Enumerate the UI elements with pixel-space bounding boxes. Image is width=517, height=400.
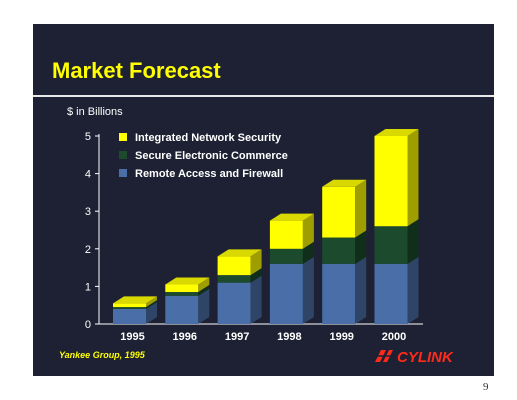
y-tick-label: 3: [85, 206, 91, 218]
bar-remote-access-and-firewall-1997: [217, 282, 251, 324]
legend-label: Remote Access and Firewall: [135, 168, 283, 180]
bar-side-secure-electronic-commerce-1995: [146, 300, 157, 309]
bar-integrated-network-security-2000: [374, 136, 408, 227]
bar-side-remote-access-and-firewall-2000: [407, 256, 419, 324]
bar-side-secure-electronic-commerce-1996: [198, 285, 210, 296]
x-tick-label: 1995: [120, 331, 144, 343]
bar-integrated-network-security-1997: [217, 256, 251, 276]
bar-secure-electronic-commerce-2000: [374, 226, 408, 264]
bar-side-secure-electronic-commerce-1998: [302, 241, 314, 264]
bar-integrated-network-security-1995: [113, 303, 146, 308]
bar-remote-access-and-firewall-2000: [374, 263, 408, 324]
bar-side-integrated-network-security-1996: [198, 277, 210, 293]
cylink-logo-text: CYLINK: [397, 349, 454, 366]
bar-integrated-network-security-1996: [165, 284, 199, 293]
bar-secure-electronic-commerce-1999: [322, 237, 356, 264]
y-tick-label: 2: [85, 244, 91, 256]
legend-label: Integrated Network Security: [135, 132, 282, 144]
bar-side-remote-access-and-firewall-1998: [302, 256, 314, 324]
legend-label: Secure Electronic Commerce: [135, 150, 288, 162]
x-tick-label: 1996: [173, 331, 197, 343]
legend-swatch: [119, 151, 127, 159]
legend-swatch: [119, 133, 127, 141]
y-axis-units-label: $ in Billions: [67, 106, 123, 118]
bar-side-remote-access-and-firewall-1995: [146, 301, 157, 324]
stacked-bar-chart: 0 1 2 3 4 5 1995 1996 1997 1998 1999 2000 Integrated…: [85, 129, 423, 343]
source-note: Yankee Group, 1995: [59, 350, 145, 360]
slide-title: Market Forecast: [52, 58, 221, 83]
x-tick-label: 1998: [277, 331, 301, 343]
bar-side-remote-access-and-firewall-1997: [250, 275, 262, 324]
bar-side-secure-electronic-commerce-2000: [407, 219, 419, 264]
bar-side-integrated-network-security-1995: [146, 296, 157, 308]
bar-top-1996: [165, 277, 210, 285]
bar-top-1995: [113, 296, 157, 304]
bar-side-secure-electronic-commerce-1999: [355, 230, 367, 264]
bar-top-1999: [322, 179, 367, 187]
cylink-logo: CYLINK: [374, 349, 454, 366]
cylink-logo-mark: [374, 350, 393, 362]
bar-side-remote-access-and-firewall-1996: [198, 288, 210, 324]
bar-secure-electronic-commerce-1998: [269, 248, 303, 264]
bar-top-2000: [374, 129, 419, 136]
bar-side-integrated-network-security-1997: [250, 249, 262, 276]
bar-side-integrated-network-security-2000: [407, 129, 419, 227]
bar-secure-electronic-commerce-1997: [217, 275, 251, 283]
bar-remote-access-and-firewall-1999: [322, 263, 356, 324]
bar-secure-electronic-commerce-1995: [113, 307, 146, 309]
bar-remote-access-and-firewall-1998: [269, 263, 303, 324]
bar-side-remote-access-and-firewall-1999: [355, 256, 367, 324]
legend-swatch: [119, 169, 127, 177]
bar-remote-access-and-firewall-1996: [165, 295, 199, 324]
x-tick-label: 1997: [225, 331, 249, 343]
y-tick-label: 0: [85, 319, 91, 331]
bar-integrated-network-security-1998: [269, 220, 303, 249]
bar-top-1998: [269, 213, 314, 221]
x-tick-label: 2000: [382, 331, 406, 343]
bar-secure-electronic-commerce-1996: [165, 292, 199, 296]
bar-side-integrated-network-security-1999: [355, 179, 367, 238]
bar-integrated-network-security-1999: [322, 186, 356, 238]
page-number: 9: [483, 381, 489, 393]
y-tick-label: 5: [85, 131, 91, 143]
y-tick-label: 4: [85, 169, 91, 181]
bar-top-1997: [217, 249, 262, 257]
x-tick-label: 1999: [329, 331, 353, 343]
slide: Market Forecast $ in Billions 0 1 2 3 4 5 1995…: [33, 24, 494, 376]
bar-side-integrated-network-security-1998: [302, 213, 314, 249]
bar-remote-access-and-firewall-1995: [113, 308, 146, 324]
y-tick-label: 1: [85, 281, 91, 293]
title-divider: [33, 95, 494, 97]
bar-side-secure-electronic-commerce-1997: [250, 268, 262, 283]
